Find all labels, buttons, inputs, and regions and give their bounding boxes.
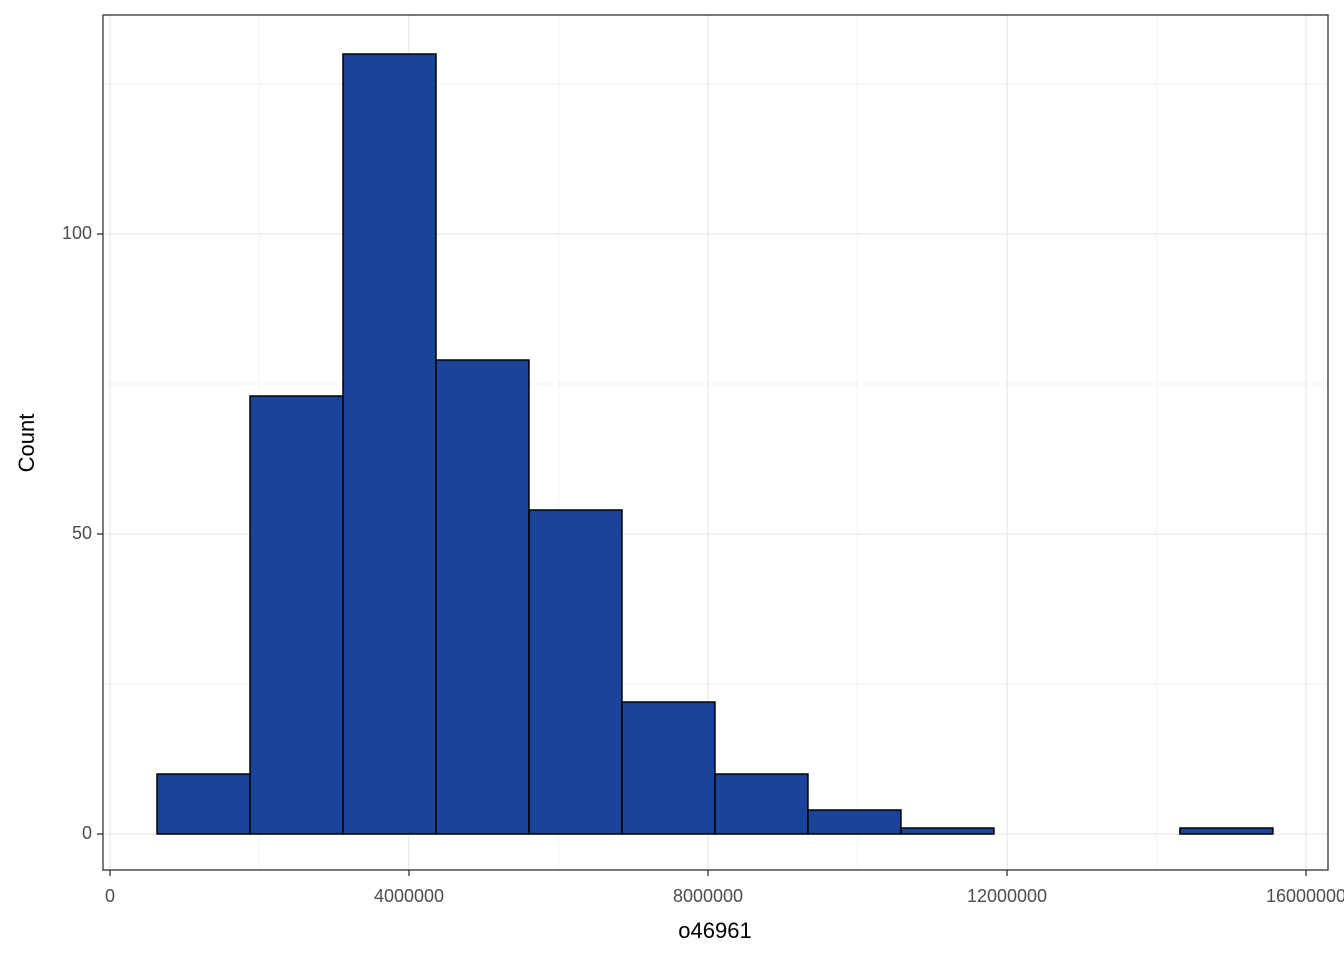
- panel-border: [102, 14, 1329, 871]
- bar: [342, 53, 437, 835]
- x-tick-label: 8000000: [673, 886, 743, 906]
- bar: [714, 773, 809, 835]
- bar: [156, 773, 251, 835]
- bar: [900, 827, 995, 835]
- y-tick-label: 100: [62, 223, 92, 243]
- bar: [249, 395, 344, 835]
- bar: [621, 701, 716, 835]
- x-tick-label: 16000000: [1266, 886, 1344, 906]
- bar: [1179, 827, 1274, 835]
- bar: [528, 509, 623, 835]
- y-axis-title: Count: [14, 414, 39, 473]
- bar: [807, 809, 902, 835]
- x-axis-title: o46961: [678, 918, 751, 943]
- x-tick-label: 4000000: [374, 886, 444, 906]
- y-tick-label: 0: [82, 823, 92, 843]
- x-tick-label: 0: [105, 886, 115, 906]
- x-tick-label: 12000000: [967, 886, 1047, 906]
- y-tick-label: 50: [72, 523, 92, 543]
- bar: [435, 359, 530, 835]
